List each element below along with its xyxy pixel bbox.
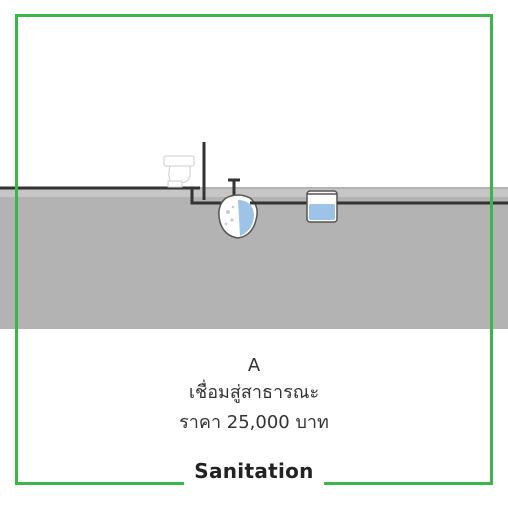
option-label: A — [247, 355, 261, 376]
price-label: ราคา 25,000 บาท — [179, 412, 329, 433]
septic-tank-icon — [218, 178, 258, 239]
toilet-icon — [163, 155, 195, 188]
frame-top-border — [15, 14, 493, 17]
frame-bottom-left-border — [15, 482, 184, 485]
brand-label: Sanitation — [194, 459, 314, 483]
grease-trap-icon — [306, 190, 338, 223]
ground-surface-highlight — [0, 189, 508, 197]
connection-description: เชื่อมสู่สาธารณะ — [188, 382, 320, 403]
frame-right-border — [490, 14, 493, 485]
frame-left-border — [15, 14, 18, 485]
toilet-drain-pipe — [190, 188, 228, 205]
frame-bottom-right-border — [324, 482, 493, 485]
